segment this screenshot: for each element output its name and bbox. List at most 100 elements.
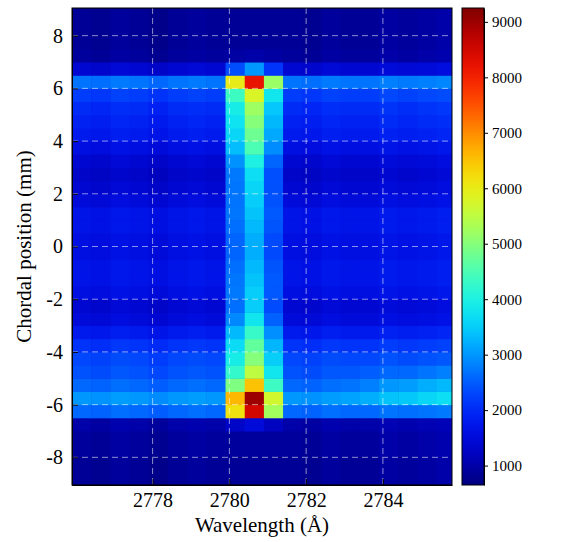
cell	[149, 352, 169, 366]
cell	[360, 62, 380, 76]
cell	[360, 378, 380, 392]
cell	[168, 365, 188, 379]
cell	[91, 115, 111, 129]
cell	[321, 471, 341, 485]
cell	[398, 102, 418, 116]
cell	[398, 128, 418, 142]
cell	[437, 233, 452, 247]
cell	[321, 141, 341, 155]
cell	[302, 365, 322, 379]
cell	[206, 260, 226, 274]
cell	[149, 75, 169, 89]
cell	[130, 444, 150, 458]
cell	[187, 260, 207, 274]
cell	[206, 405, 226, 419]
cell	[206, 128, 226, 142]
cell	[168, 326, 188, 340]
cell	[110, 181, 130, 195]
cell	[437, 194, 452, 208]
cell	[91, 352, 111, 366]
cell	[398, 286, 418, 300]
cell	[437, 273, 452, 287]
cell	[206, 286, 226, 300]
cell	[341, 9, 361, 23]
cell	[437, 312, 452, 326]
cell	[206, 181, 226, 195]
cell	[168, 312, 188, 326]
colorbar-axis-line	[484, 9, 485, 486]
cell	[264, 299, 284, 313]
cell	[168, 418, 188, 432]
tick-label: 7000	[492, 125, 522, 141]
cell	[206, 9, 226, 23]
cell	[130, 154, 150, 168]
cell	[168, 471, 188, 485]
cell	[110, 194, 130, 208]
cell	[437, 49, 452, 63]
cell	[149, 194, 169, 208]
cell	[72, 233, 92, 247]
cell	[417, 444, 437, 458]
cell	[168, 88, 188, 102]
tick-mark	[484, 355, 488, 356]
cell	[417, 233, 437, 247]
cell	[245, 181, 265, 195]
cell	[226, 457, 246, 471]
cell	[302, 444, 322, 458]
cell	[206, 391, 226, 405]
cell	[245, 286, 265, 300]
cell	[149, 102, 169, 116]
cell	[264, 115, 284, 129]
cell	[149, 9, 169, 23]
cell	[130, 128, 150, 142]
cell	[398, 62, 418, 76]
cell	[149, 457, 169, 471]
cell	[91, 141, 111, 155]
cell	[379, 286, 399, 300]
grid-line-y	[72, 457, 452, 458]
cell	[437, 115, 452, 129]
cell	[168, 299, 188, 313]
cell	[417, 75, 437, 89]
cell	[72, 247, 92, 261]
cell	[245, 471, 265, 485]
cell	[91, 207, 111, 221]
cell	[321, 312, 341, 326]
cell	[91, 286, 111, 300]
tick-label: 4	[53, 130, 63, 152]
cell	[302, 115, 322, 129]
cell	[437, 22, 452, 36]
cell	[341, 273, 361, 287]
cell	[321, 154, 341, 168]
cell	[187, 22, 207, 36]
cell	[245, 62, 265, 76]
tick: 2	[53, 183, 78, 205]
cell	[417, 418, 437, 432]
cell	[187, 247, 207, 261]
cell	[226, 154, 246, 168]
tick-mark	[484, 188, 488, 189]
cell	[206, 49, 226, 63]
cell	[302, 75, 322, 89]
cell	[437, 181, 452, 195]
cell	[245, 273, 265, 287]
cell	[417, 339, 437, 353]
cell	[226, 115, 246, 129]
cell	[321, 88, 341, 102]
cell	[360, 88, 380, 102]
cell	[264, 418, 284, 432]
cell	[130, 286, 150, 300]
tick: 4	[53, 130, 78, 152]
cell	[91, 88, 111, 102]
grid-line-x	[229, 8, 230, 485]
cell	[321, 49, 341, 63]
cell	[321, 299, 341, 313]
tick-mark	[72, 194, 78, 195]
cell	[302, 194, 322, 208]
grid-line-y	[72, 246, 452, 247]
cell	[341, 444, 361, 458]
cell	[226, 391, 246, 405]
cell	[379, 471, 399, 485]
cell	[283, 22, 303, 36]
cell	[360, 233, 380, 247]
